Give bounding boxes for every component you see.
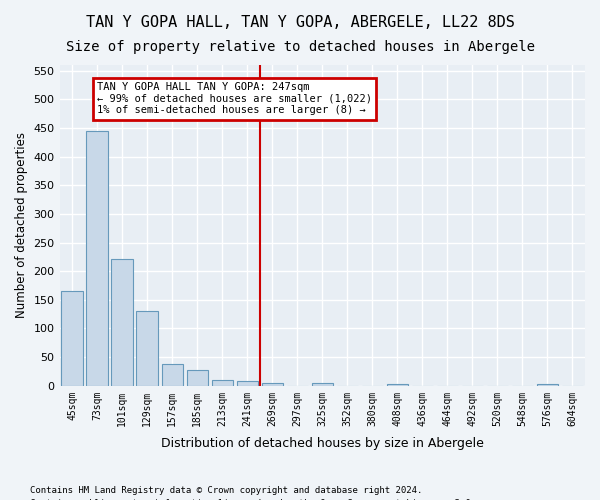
Bar (161, 364, 183, 386)
Bar (112, 258, 133, 386)
Bar (311, 384, 333, 386)
Bar (86, 131, 108, 386)
Text: Size of property relative to detached houses in Abergele: Size of property relative to detached ho… (65, 40, 535, 54)
Text: TAN Y GOPA HALL TAN Y GOPA: 247sqm
← 99% of detached houses are smaller (1,022)
: TAN Y GOPA HALL TAN Y GOPA: 247sqm ← 99%… (97, 82, 372, 116)
Bar (61, 292, 83, 386)
Bar (212, 380, 233, 386)
Bar (187, 370, 208, 386)
Bar (136, 312, 158, 386)
Bar (236, 381, 258, 386)
Text: Contains public sector information licensed under the Open Government Licence v3: Contains public sector information licen… (30, 498, 476, 500)
Bar (387, 384, 408, 386)
Y-axis label: Number of detached properties: Number of detached properties (15, 132, 28, 318)
Bar (537, 384, 558, 386)
Text: Contains HM Land Registry data © Crown copyright and database right 2024.: Contains HM Land Registry data © Crown c… (30, 486, 422, 495)
Bar (262, 384, 283, 386)
X-axis label: Distribution of detached houses by size in Abergele: Distribution of detached houses by size … (161, 437, 484, 450)
Text: TAN Y GOPA HALL, TAN Y GOPA, ABERGELE, LL22 8DS: TAN Y GOPA HALL, TAN Y GOPA, ABERGELE, L… (86, 15, 514, 30)
